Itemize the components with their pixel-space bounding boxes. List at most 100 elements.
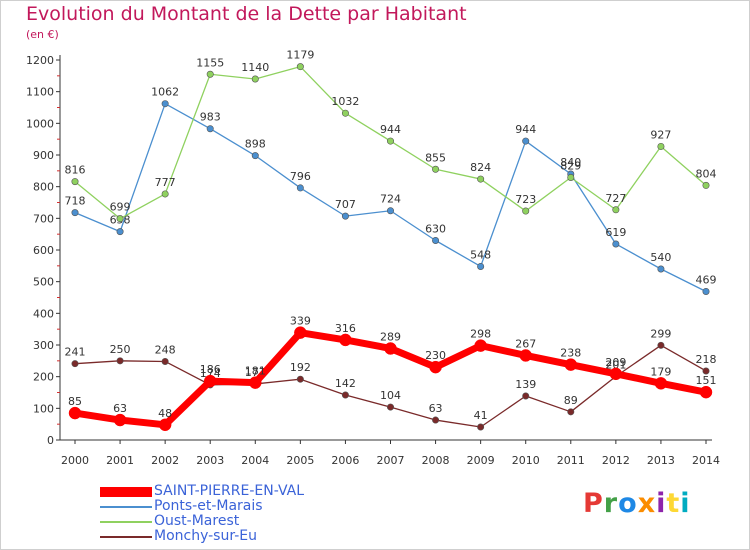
data-point bbox=[296, 375, 304, 383]
logo-letter: o bbox=[618, 488, 638, 519]
data-point bbox=[158, 418, 172, 432]
data-label: 209 bbox=[605, 356, 626, 369]
x-tick-label: 2002 bbox=[151, 454, 179, 467]
data-label: 63 bbox=[429, 402, 443, 415]
data-label: 1062 bbox=[151, 86, 179, 99]
data-point bbox=[432, 237, 440, 245]
data-label: 829 bbox=[560, 159, 581, 172]
data-label: 238 bbox=[560, 347, 581, 360]
data-point bbox=[657, 142, 665, 150]
data-point bbox=[654, 377, 668, 390]
data-point bbox=[567, 173, 575, 181]
x-tick-label: 2005 bbox=[286, 454, 314, 467]
data-label: 289 bbox=[380, 330, 401, 343]
data-label: 1032 bbox=[331, 95, 359, 108]
data-label: 48 bbox=[158, 407, 172, 420]
data-point bbox=[432, 416, 440, 424]
data-label: 718 bbox=[65, 195, 86, 208]
y-tick-label: 600 bbox=[33, 244, 54, 257]
data-point bbox=[522, 392, 530, 400]
data-label: 139 bbox=[515, 378, 536, 391]
legend-item-saint-pierre-en-val[interactable]: SAINT-PIERRE-EN-VAL bbox=[100, 484, 360, 499]
data-point bbox=[341, 212, 349, 220]
y-tick-label: 200 bbox=[33, 371, 54, 384]
data-point bbox=[341, 109, 349, 117]
x-tick-label: 2008 bbox=[422, 454, 450, 467]
data-point bbox=[71, 209, 79, 217]
data-label: 174 bbox=[200, 367, 221, 380]
legend-label: Oust-Marest bbox=[154, 513, 240, 529]
data-point bbox=[71, 360, 79, 368]
x-tick-label: 2007 bbox=[377, 454, 405, 467]
data-label: 104 bbox=[380, 389, 401, 402]
data-label: 540 bbox=[650, 251, 671, 264]
y-tick-label: 500 bbox=[33, 276, 54, 289]
data-label: 707 bbox=[335, 198, 356, 211]
data-point bbox=[477, 175, 485, 183]
data-label: 181 bbox=[245, 365, 266, 378]
x-tick-label: 2001 bbox=[106, 454, 134, 467]
data-point bbox=[249, 376, 262, 389]
legend-swatch bbox=[100, 506, 152, 508]
data-point bbox=[339, 333, 352, 347]
legend-swatch bbox=[100, 487, 152, 497]
logo-letter: i bbox=[656, 488, 667, 519]
data-label: 179 bbox=[650, 365, 671, 378]
x-tick-label: 2006 bbox=[331, 454, 359, 467]
legend-item-monchy-sur-eu[interactable]: Monchy-sur-Eu bbox=[100, 529, 360, 544]
data-label: 723 bbox=[515, 193, 536, 206]
data-point bbox=[296, 63, 304, 71]
data-label: 1140 bbox=[241, 61, 269, 74]
data-point bbox=[702, 287, 710, 295]
data-label: 63 bbox=[113, 402, 127, 415]
x-tick-label: 2000 bbox=[61, 454, 89, 467]
data-point bbox=[161, 100, 169, 108]
data-point bbox=[612, 206, 620, 214]
data-point bbox=[702, 181, 710, 189]
proxiti-logo: Proxiti bbox=[583, 488, 691, 519]
chart-title: Evolution du Montant de la Dette par Hab… bbox=[26, 3, 467, 25]
data-point bbox=[702, 367, 710, 375]
data-point bbox=[474, 339, 487, 352]
legend-item-ponts-et-marais[interactable]: Ponts-et-Marais bbox=[100, 499, 360, 514]
data-label: 699 bbox=[110, 201, 131, 214]
data-point bbox=[429, 360, 442, 374]
data-point bbox=[432, 165, 440, 173]
legend-item-oust-marest[interactable]: Oust-Marest bbox=[100, 514, 360, 529]
data-label: 201 bbox=[605, 358, 626, 371]
y-tick-label: 1100 bbox=[26, 86, 54, 99]
data-label: 944 bbox=[380, 123, 401, 136]
legend: SAINT-PIERRE-EN-VAL Ponts-et-Marais Oust… bbox=[100, 484, 360, 544]
data-label: 855 bbox=[425, 151, 446, 164]
data-point bbox=[519, 349, 532, 362]
y-tick-label: 1000 bbox=[26, 117, 54, 130]
data-label: 927 bbox=[650, 128, 671, 141]
data-label: 298 bbox=[470, 328, 491, 341]
data-label: 727 bbox=[605, 192, 626, 205]
data-point bbox=[386, 207, 394, 215]
data-point bbox=[116, 228, 124, 236]
data-point bbox=[161, 357, 169, 365]
data-point bbox=[294, 326, 307, 339]
data-label: 316 bbox=[335, 322, 356, 335]
x-tick-label: 2003 bbox=[196, 454, 224, 467]
data-label: 89 bbox=[564, 394, 578, 407]
data-point bbox=[564, 358, 578, 371]
data-point bbox=[477, 262, 485, 270]
data-label: 142 bbox=[335, 377, 356, 390]
legend-label: Ponts-et-Marais bbox=[154, 498, 263, 514]
data-point bbox=[657, 265, 665, 273]
data-label: 250 bbox=[110, 343, 131, 356]
data-label: 548 bbox=[470, 248, 491, 261]
logo-letter: P bbox=[583, 488, 604, 519]
data-label: 944 bbox=[515, 123, 536, 136]
data-point bbox=[384, 342, 397, 355]
data-label: 192 bbox=[290, 361, 311, 374]
logo-letter: r bbox=[603, 488, 619, 519]
x-tick-label: 2011 bbox=[557, 454, 585, 467]
data-point bbox=[699, 385, 713, 399]
y-tick-label: 900 bbox=[33, 149, 54, 162]
y-tick-label: 300 bbox=[33, 339, 54, 352]
data-point bbox=[612, 240, 620, 248]
